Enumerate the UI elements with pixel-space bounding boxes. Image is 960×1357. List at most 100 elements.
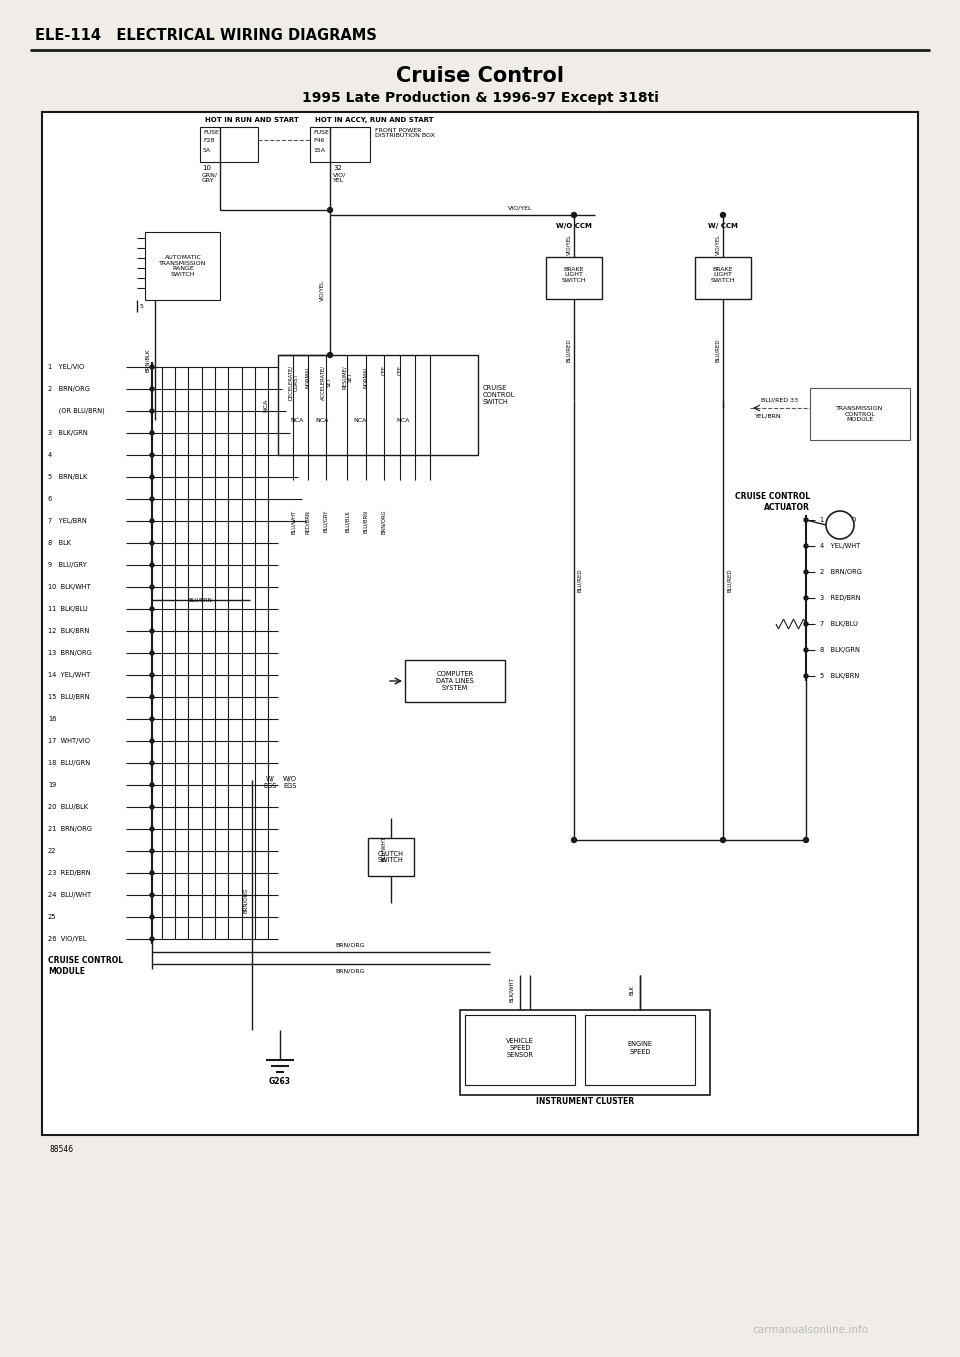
Text: VIO/YEL: VIO/YEL xyxy=(715,233,720,255)
Circle shape xyxy=(150,673,154,677)
Text: F46: F46 xyxy=(313,138,324,144)
Text: CRUISE CONTROL
ACTUATOR: CRUISE CONTROL ACTUATOR xyxy=(734,493,810,512)
Circle shape xyxy=(150,695,154,699)
Text: 2   BRN/ORG: 2 BRN/ORG xyxy=(48,385,90,392)
Circle shape xyxy=(804,570,808,574)
Text: F28: F28 xyxy=(203,138,214,144)
Text: W/O
EGS: W/O EGS xyxy=(283,775,297,788)
Circle shape xyxy=(804,837,808,843)
Bar xyxy=(585,1015,695,1086)
Circle shape xyxy=(150,453,154,457)
Text: 7   BLK/BLU: 7 BLK/BLU xyxy=(820,622,858,627)
Circle shape xyxy=(150,915,154,919)
Text: 18  BLU/GRN: 18 BLU/GRN xyxy=(48,760,90,765)
Text: 5   BRN/BLK: 5 BRN/BLK xyxy=(48,474,87,480)
Text: OFF: OFF xyxy=(381,365,387,375)
Bar xyxy=(546,256,602,299)
Text: 10: 10 xyxy=(202,166,211,171)
Text: 5   BLK/BRN: 5 BLK/BRN xyxy=(820,673,859,678)
Text: AUTOMATIC
TRANSMISSION
RANGE
SWITCH: AUTOMATIC TRANSMISSION RANGE SWITCH xyxy=(159,255,206,277)
Bar xyxy=(200,128,258,161)
Text: FUSE: FUSE xyxy=(313,130,329,136)
Text: 7   YEL/BRN: 7 YEL/BRN xyxy=(48,518,86,524)
Text: 15A: 15A xyxy=(313,148,325,152)
Text: INSTRUMENT CLUSTER: INSTRUMENT CLUSTER xyxy=(536,1098,634,1106)
Text: 4: 4 xyxy=(48,452,52,459)
Text: 5A: 5A xyxy=(203,148,211,152)
Circle shape xyxy=(150,783,154,787)
Text: 9   BLU/GRY: 9 BLU/GRY xyxy=(48,562,86,569)
Text: NORMAL: NORMAL xyxy=(364,365,369,388)
Bar xyxy=(145,232,220,300)
Circle shape xyxy=(150,475,154,479)
Bar xyxy=(310,128,370,161)
Bar xyxy=(460,1010,710,1095)
Circle shape xyxy=(826,512,854,539)
Text: 17  WHT/VIO: 17 WHT/VIO xyxy=(48,738,90,744)
Text: VIO/YEL: VIO/YEL xyxy=(566,233,571,255)
Text: NCA: NCA xyxy=(396,418,410,422)
Circle shape xyxy=(721,837,726,843)
Circle shape xyxy=(804,544,808,548)
Text: NORMAL: NORMAL xyxy=(305,365,310,388)
Text: BRN/ORG: BRN/ORG xyxy=(335,969,365,973)
Text: 25: 25 xyxy=(48,915,57,920)
Text: VIO/
YEL: VIO/ YEL xyxy=(333,172,347,183)
Text: 8   BLK: 8 BLK xyxy=(48,540,71,546)
Text: BLU/BRN: BLU/BRN xyxy=(188,597,212,603)
Circle shape xyxy=(571,213,577,217)
Text: BLU/GRY: BLU/GRY xyxy=(324,510,328,532)
Text: BLU/WHT: BLU/WHT xyxy=(291,510,296,535)
Bar xyxy=(405,660,505,702)
Text: VIO/YEL: VIO/YEL xyxy=(508,205,532,210)
Text: 88546: 88546 xyxy=(50,1145,74,1155)
Text: 20  BLU/BLK: 20 BLU/BLK xyxy=(48,803,88,810)
Text: CRUISE
CONTROL
SWITCH: CRUISE CONTROL SWITCH xyxy=(483,385,516,404)
Bar xyxy=(810,388,910,440)
Text: 5: 5 xyxy=(139,304,143,309)
Circle shape xyxy=(150,497,154,501)
Text: NCA: NCA xyxy=(290,418,303,422)
Text: YEL/BRN: YEL/BRN xyxy=(755,414,781,418)
Text: 11  BLK/BLU: 11 BLK/BLU xyxy=(48,607,87,612)
Bar xyxy=(465,1015,575,1086)
Text: 19: 19 xyxy=(48,782,57,788)
Text: VEHICLE
SPEED
SENSOR: VEHICLE SPEED SENSOR xyxy=(506,1038,534,1058)
Text: VIO/YEL: VIO/YEL xyxy=(320,280,324,300)
Text: HOT IN RUN AND START: HOT IN RUN AND START xyxy=(205,117,299,123)
Circle shape xyxy=(150,630,154,632)
Circle shape xyxy=(150,563,154,567)
Text: 16: 16 xyxy=(48,716,57,722)
Text: DECELERATE/
COAST: DECELERATE/ COAST xyxy=(288,365,299,400)
Text: BLK: BLK xyxy=(630,985,635,995)
Text: BRN/ORG: BRN/ORG xyxy=(244,887,249,913)
Circle shape xyxy=(327,353,332,357)
Text: 4   YEL/WHT: 4 YEL/WHT xyxy=(820,543,860,550)
Text: BLK/WHT: BLK/WHT xyxy=(510,977,515,1003)
Text: BLU/WHT: BLU/WHT xyxy=(380,836,386,860)
Text: BRN/BLK: BRN/BLK xyxy=(146,349,151,372)
Text: 6: 6 xyxy=(48,497,52,502)
Text: BRAKE
LIGHT
SWITCH: BRAKE LIGHT SWITCH xyxy=(710,267,735,284)
Text: BLU/RED: BLU/RED xyxy=(566,338,571,362)
Circle shape xyxy=(804,674,808,678)
Circle shape xyxy=(804,518,808,522)
Text: 8   BLK/GRN: 8 BLK/GRN xyxy=(820,647,860,653)
Bar xyxy=(368,839,414,877)
Text: 2   BRN/ORG: 2 BRN/ORG xyxy=(820,569,862,575)
Text: BRAKE
LIGHT
SWITCH: BRAKE LIGHT SWITCH xyxy=(562,267,587,284)
Text: W/ CCM: W/ CCM xyxy=(708,223,738,229)
Circle shape xyxy=(150,893,154,897)
Text: RESUME/
SET: RESUME/ SET xyxy=(342,365,352,388)
Text: 3   BLK/GRN: 3 BLK/GRN xyxy=(48,430,87,436)
Text: 12  BLK/BRN: 12 BLK/BRN xyxy=(48,628,89,634)
Circle shape xyxy=(150,871,154,875)
Text: BLU/BLK: BLU/BLK xyxy=(345,510,349,532)
Text: FUSE: FUSE xyxy=(203,130,219,136)
Circle shape xyxy=(150,805,154,809)
Circle shape xyxy=(150,651,154,655)
Text: BLU/BRN: BLU/BRN xyxy=(364,510,369,533)
Text: 3   RED/BRN: 3 RED/BRN xyxy=(820,594,860,601)
Circle shape xyxy=(721,213,726,217)
Text: NCA: NCA xyxy=(263,399,268,411)
